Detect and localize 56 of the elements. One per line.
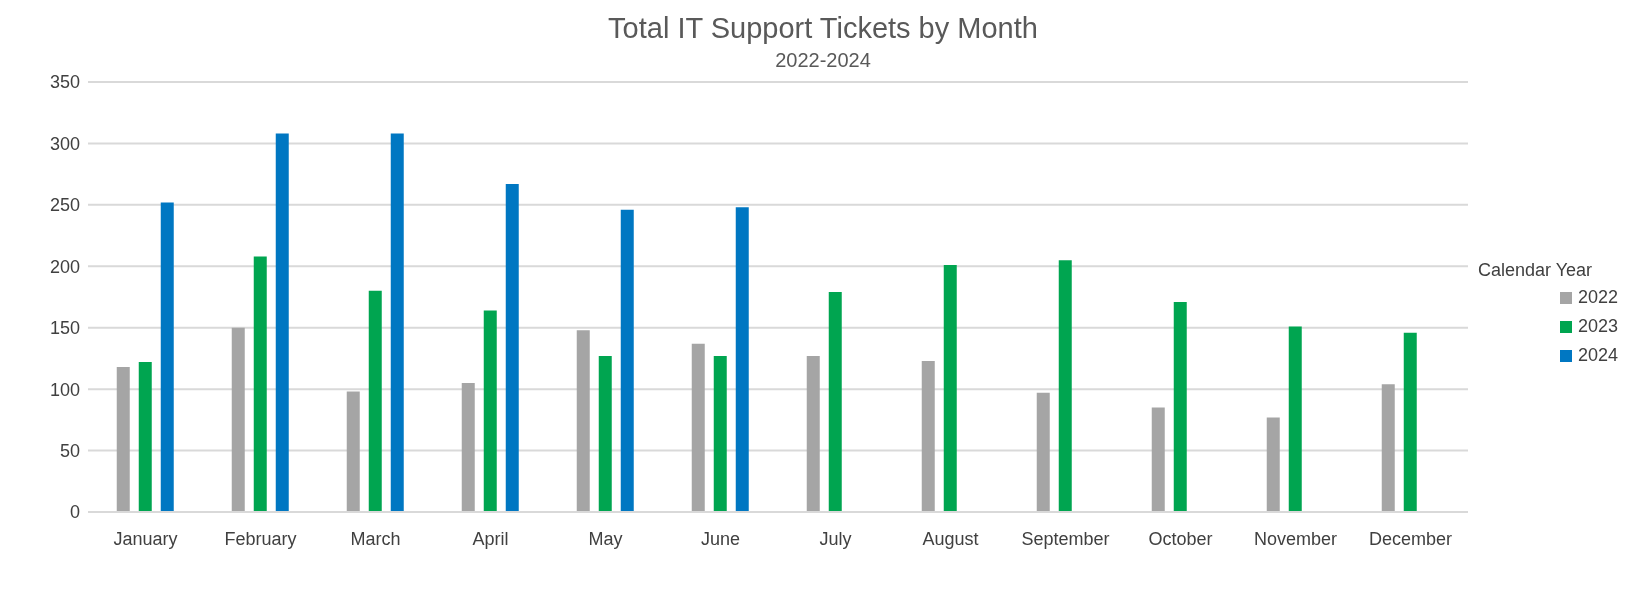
bar — [620, 209, 634, 512]
y-tick-label: 50 — [59, 440, 80, 461]
bar — [231, 327, 245, 512]
bar — [275, 133, 289, 512]
bar — [1288, 326, 1302, 512]
bar — [1151, 407, 1165, 512]
y-tick-label: 350 — [49, 72, 80, 93]
bar — [1403, 332, 1417, 512]
legend-label: 2022 — [1577, 287, 1618, 308]
y-tick-label: 250 — [49, 195, 80, 216]
bar — [921, 360, 935, 512]
bar — [943, 265, 957, 512]
x-tick-label: December — [1368, 528, 1453, 549]
x-tick-label: February — [224, 528, 297, 549]
bar — [390, 133, 404, 512]
bar — [828, 292, 842, 512]
x-tick-label: April — [472, 528, 509, 549]
x-tick-label: October — [1148, 528, 1213, 549]
x-tick-label: July — [819, 528, 852, 549]
y-tick-label: 300 — [49, 133, 80, 154]
bar — [806, 355, 820, 512]
x-tick-label: September — [1021, 528, 1110, 549]
bar — [505, 183, 519, 512]
x-tick-label: January — [113, 528, 178, 549]
bar — [461, 383, 475, 512]
bar — [138, 362, 152, 512]
x-tick-label: May — [588, 528, 623, 549]
bar — [713, 355, 727, 512]
bar — [368, 290, 382, 512]
x-tick-label: June — [700, 528, 741, 549]
bar — [116, 367, 130, 512]
legend-label: 2023 — [1577, 316, 1618, 337]
bar — [576, 330, 590, 512]
legend-label: 2024 — [1577, 345, 1618, 366]
x-tick-label: August — [922, 528, 979, 549]
y-tick-label: 0 — [69, 502, 80, 523]
chart-title: Total IT Support Tickets by Month — [607, 12, 1039, 45]
bar — [598, 355, 612, 512]
bar — [1036, 392, 1050, 512]
bar — [483, 310, 497, 512]
y-tick-label: 150 — [49, 318, 80, 339]
bar — [346, 391, 360, 512]
bar — [253, 256, 267, 512]
bar — [1173, 301, 1187, 512]
x-tick-label: March — [350, 528, 401, 549]
bar — [691, 343, 705, 512]
bar — [1266, 417, 1280, 512]
bar — [735, 207, 749, 512]
x-tick-label: November — [1253, 528, 1338, 549]
chart-subtitle: 2022-2024 — [774, 49, 872, 72]
legend-title: Calendar Year — [1478, 260, 1594, 281]
y-tick-label: 100 — [49, 379, 80, 400]
bar — [1058, 260, 1072, 512]
bar — [160, 202, 174, 512]
bar — [1381, 384, 1395, 512]
y-tick-label: 200 — [49, 256, 80, 277]
